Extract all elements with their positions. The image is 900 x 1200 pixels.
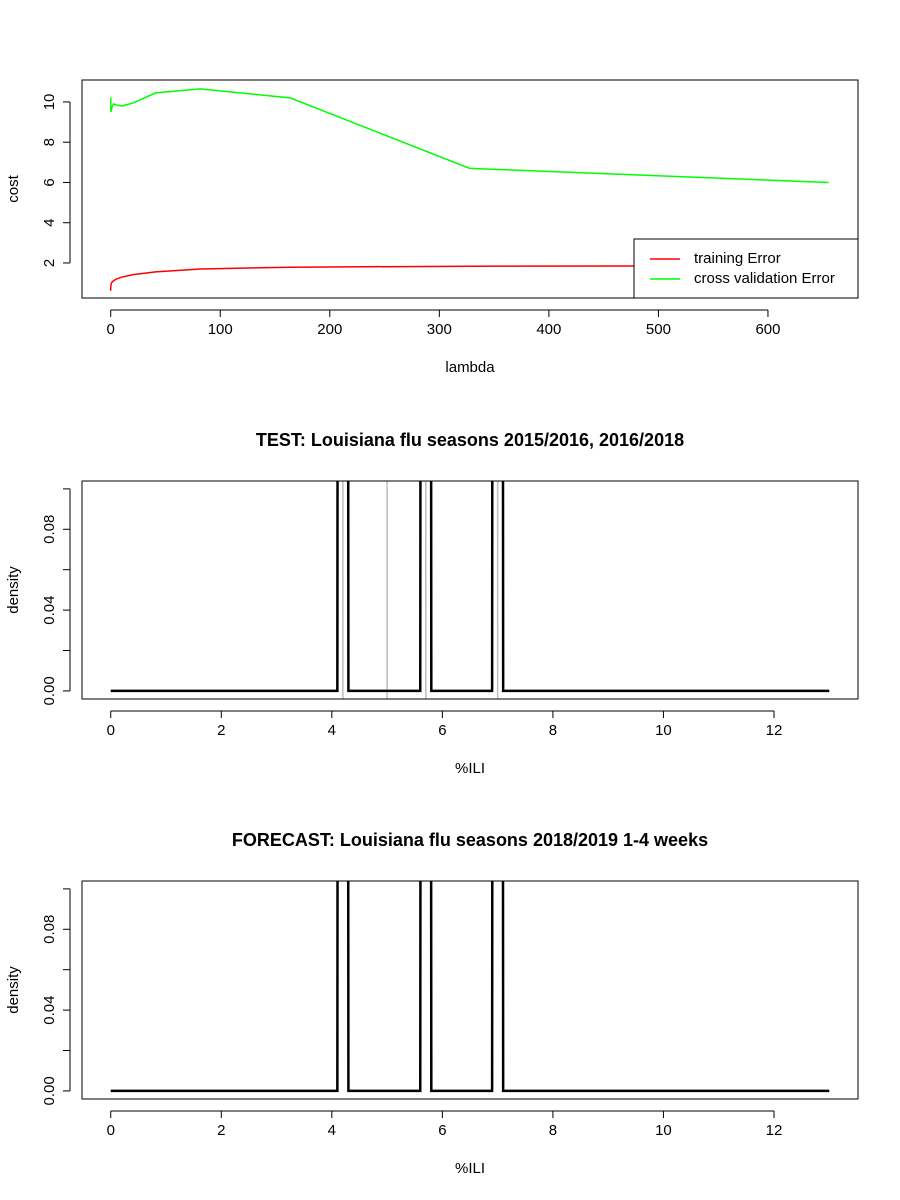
y-tick-label: 0.08: [41, 915, 58, 944]
legend-label: training Error: [694, 250, 781, 267]
y-axis-title: cost: [5, 174, 22, 202]
y-tick-label: 6: [41, 178, 58, 186]
x-tick-label: 6: [438, 722, 446, 739]
x-tick-label: 200: [317, 321, 342, 338]
x-tick-label: 0: [107, 722, 115, 739]
x-tick-label: 2: [217, 722, 225, 739]
x-tick-label: 10: [655, 722, 672, 739]
plot-box: [81, 880, 859, 1100]
data-line: [109, 88, 829, 184]
y-tick-label: 0.08: [41, 515, 58, 544]
data-line: [110, 881, 830, 1093]
x-tick-label: 0: [107, 321, 115, 338]
plot-box: [81, 480, 859, 700]
x-tick-label: 300: [427, 321, 452, 338]
data-line: [110, 481, 830, 693]
x-axis-title: %ILI: [455, 1160, 485, 1177]
x-tick-label: 400: [536, 321, 561, 338]
y-tick-label: 0.04: [41, 596, 58, 625]
x-tick-label: 600: [755, 321, 780, 338]
x-tick-label: 4: [328, 1122, 336, 1139]
y-tick-label: 0.04: [41, 996, 58, 1025]
x-tick-label: 10: [655, 1122, 672, 1139]
y-tick-label: 4: [41, 219, 58, 227]
x-tick-label: 8: [549, 722, 557, 739]
x-axis-title: %ILI: [455, 760, 485, 777]
y-axis-title: density: [5, 566, 22, 614]
x-tick-label: 8: [549, 1122, 557, 1139]
chart-title: FORECAST: Louisiana flu seasons 2018/201…: [232, 830, 708, 850]
y-axis-title: density: [5, 966, 22, 1014]
y-tick-label: 10: [41, 94, 58, 111]
x-axis-title: lambda: [445, 359, 495, 376]
y-tick-label: 2: [41, 259, 58, 267]
x-tick-label: 0: [107, 1122, 115, 1139]
x-tick-label: 12: [766, 1122, 783, 1139]
x-tick-label: 6: [438, 1122, 446, 1139]
chart-title: TEST: Louisiana flu seasons 2015/2016, 2…: [256, 430, 684, 450]
y-tick-label: 8: [41, 138, 58, 146]
x-tick-label: 12: [766, 722, 783, 739]
x-tick-label: 4: [328, 722, 336, 739]
legend-label: cross validation Error: [694, 270, 835, 287]
legend-box: [633, 238, 859, 299]
x-tick-label: 2: [217, 1122, 225, 1139]
data-line: [109, 265, 829, 291]
y-tick-label: 0.00: [41, 1076, 58, 1105]
y-tick-label: 0.00: [41, 676, 58, 705]
x-tick-label: 100: [208, 321, 233, 338]
x-tick-label: 500: [646, 321, 671, 338]
plot-box: [81, 79, 859, 299]
